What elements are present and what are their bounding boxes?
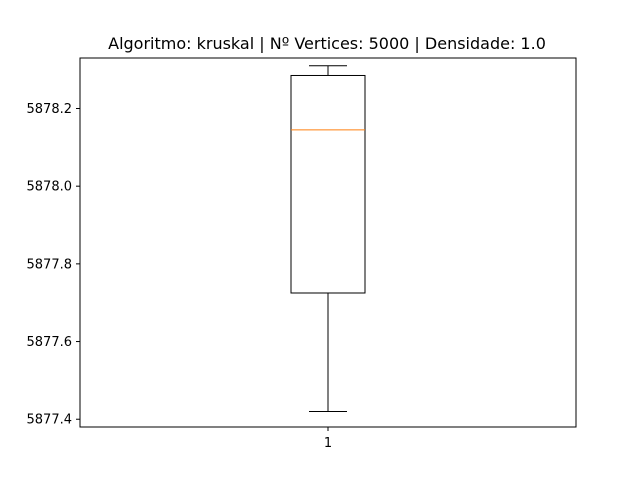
x-axis: 1 bbox=[324, 427, 332, 451]
y-tick-label: 5877.6 bbox=[27, 335, 73, 350]
y-tick-label: 5878.0 bbox=[27, 180, 73, 195]
y-tick-label: 5877.8 bbox=[27, 257, 73, 272]
interquartile-box bbox=[290, 74, 366, 294]
y-tick-label: 5877.4 bbox=[27, 413, 73, 428]
x-tick-label: 1 bbox=[324, 436, 332, 451]
y-tick-label: 5878.2 bbox=[27, 102, 73, 117]
box-series bbox=[290, 65, 366, 412]
plot-frame bbox=[79, 57, 577, 428]
y-axis: 5877.4 5877.6 5877.8 5878.0 5878.2 bbox=[27, 102, 80, 428]
chart-title: Algoritmo: kruskal | Nº Vertices: 5000 |… bbox=[108, 34, 546, 53]
